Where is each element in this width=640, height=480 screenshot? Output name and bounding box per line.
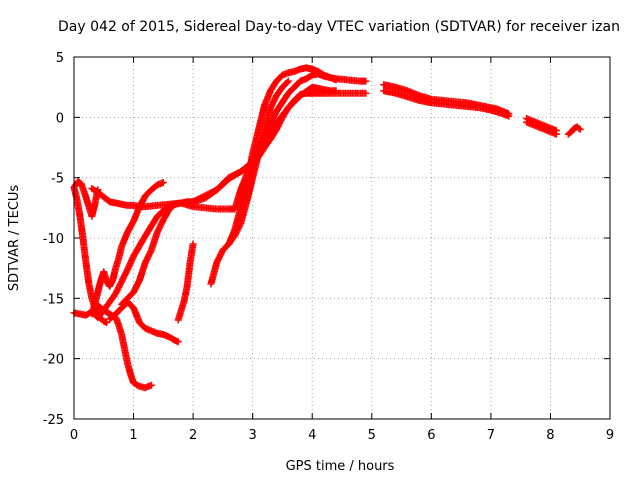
- x-tick-label: 8: [546, 428, 554, 443]
- y-tick-label: 5: [56, 51, 64, 66]
- data-point-marker: [283, 78, 291, 86]
- x-tick-label: 2: [189, 428, 197, 443]
- series-arc-5: [70, 183, 111, 326]
- y-tick-label: 0: [56, 111, 64, 126]
- series-arc-11: [225, 77, 292, 248]
- x-tick-label: 7: [487, 428, 495, 443]
- data-point-marker: [103, 318, 111, 326]
- data-point-marker: [362, 77, 370, 85]
- y-tick-label: -15: [43, 292, 64, 307]
- x-tick-label: 1: [129, 428, 137, 443]
- series-arc-9: [174, 240, 197, 324]
- y-tick-label: -20: [43, 353, 64, 368]
- x-tick-label: 9: [606, 428, 614, 443]
- axis-ticks: 0 1 2 3 4 5 6 7 8 9 5 0 -5 -10 -15 -20 -25: [43, 51, 614, 443]
- chart-title: Day 042 of 2015, Sidereal Day-to-day VTE…: [58, 19, 620, 35]
- data-point-marker: [576, 125, 584, 133]
- x-tick-label: 3: [249, 428, 257, 443]
- series-arc-15: [523, 118, 560, 138]
- x-tick-label: 6: [427, 428, 435, 443]
- x-tick-label: 5: [368, 428, 376, 443]
- grid-layer: [74, 57, 610, 419]
- series-arc-4: [94, 302, 155, 392]
- y-tick-label: -5: [51, 172, 64, 187]
- data-point-marker: [159, 178, 167, 186]
- x-axis-label: GPS time / hours: [286, 459, 395, 474]
- y-axis-label: SDTVAR / TECUs: [7, 185, 22, 292]
- data-point-marker: [575, 124, 583, 132]
- series-arc-3: [88, 178, 167, 318]
- data-marks: [70, 64, 584, 392]
- data-point-marker: [505, 112, 513, 120]
- data-point-marker: [174, 338, 182, 346]
- x-tick-label: 0: [70, 428, 78, 443]
- data-point-marker: [362, 89, 370, 97]
- series-arc-2: [88, 89, 370, 211]
- series-arc-13: [380, 87, 513, 120]
- data-point-marker: [332, 87, 340, 95]
- data-point-marker: [552, 130, 560, 138]
- series-arc-10: [207, 64, 340, 288]
- data-point-marker: [147, 381, 155, 389]
- y-tick-label: -25: [43, 413, 64, 428]
- x-tick-label: 4: [308, 428, 316, 443]
- data-point-marker: [332, 76, 340, 84]
- data-point-marker: [284, 77, 292, 85]
- series-arc-6: [70, 70, 370, 322]
- series-arc-16: [564, 123, 584, 138]
- series-arc-7: [106, 298, 182, 346]
- data-point-marker: [189, 240, 197, 248]
- y-tick-label: -10: [43, 232, 64, 247]
